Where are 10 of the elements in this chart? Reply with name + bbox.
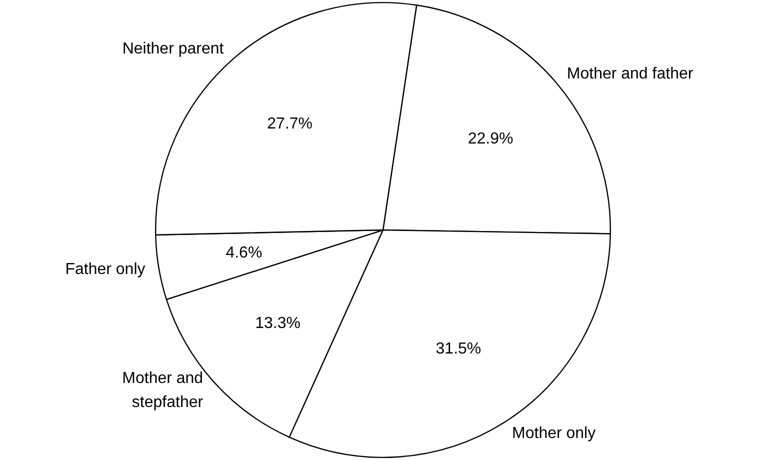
data-label: 27.7% [267,116,313,133]
data-label: 22.9% [468,130,514,148]
data-label: 4.6% [226,244,262,262]
slice-label: Neither parent [122,40,224,58]
slice-label: Mother and stepfather [122,370,204,411]
slice-label: Mother only [512,425,596,442]
data-label: 31.5% [436,340,482,358]
slice-label: Father only [65,261,146,278]
slice-label: Mother and father [566,66,694,83]
data-label: 13.3% [255,315,300,332]
